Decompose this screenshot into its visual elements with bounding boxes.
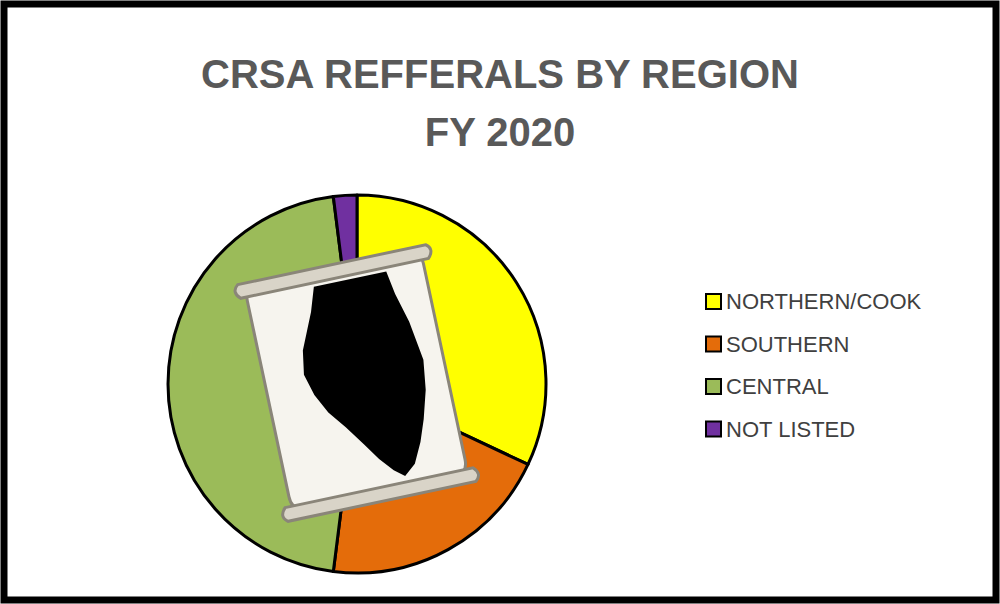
legend: NORTHERN/COOK SOUTHERN CENTRAL NOT LISTED [706, 289, 921, 442]
legend-label: SOUTHERN [726, 332, 849, 357]
scroll-roll-bottom [281, 467, 480, 522]
frame [4, 4, 996, 600]
legend-label: NORTHERN/COOK [726, 289, 921, 314]
legend-label: NOT LISTED [726, 417, 855, 442]
chart: CRSA REFFERALS BY REGION FY 2020 NORTHERN/… [0, 0, 1000, 604]
subtitle: FY 2020 [425, 110, 576, 154]
state-outline [286, 268, 446, 492]
legend-swatch [706, 294, 721, 309]
title: CRSA REFFERALS BY REGION [201, 52, 799, 96]
scroll-icon [234, 244, 480, 522]
legend-label: CENTRAL [726, 374, 829, 399]
legend-swatch [706, 337, 721, 352]
legend-swatch [706, 422, 721, 437]
pie [168, 195, 546, 573]
legend-swatch [706, 379, 721, 394]
